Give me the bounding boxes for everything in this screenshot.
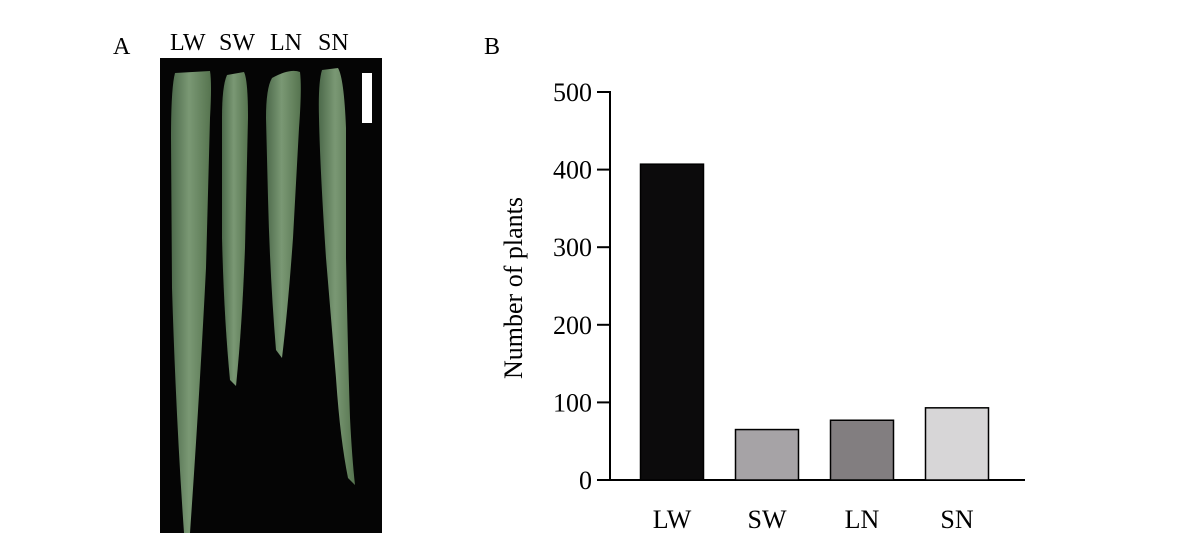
leaf-label-sw: SW [219,30,255,56]
leaf-label-lw: LW [170,30,206,56]
scale-bar [362,73,372,123]
bar-sw [734,428,800,481]
y-ticks: 0 100 200 300 400 500 [553,78,610,495]
leaf-photo [160,58,382,533]
y-tick-label: 100 [553,388,592,417]
leaf-label-ln: LN [270,30,302,56]
y-tick-label: 200 [553,311,592,340]
panel-a-label: A [113,34,131,60]
leaf-sn [318,68,355,485]
x-tick-label-sw: SW [748,505,787,534]
bar-ln [829,419,895,481]
bar-sn [924,407,990,481]
bar-chart: 0 100 200 300 400 500 LW SW LN SN Number of plan… [499,78,1025,534]
leaf-sw [222,72,248,386]
y-tick-label: 0 [579,466,592,495]
category-labels: LW SW LN SN [653,505,974,534]
y-tick-label: 500 [553,78,592,107]
y-tick-label: 400 [553,156,592,185]
x-tick-label-lw: LW [653,505,692,534]
x-tick-label-ln: LN [845,505,880,534]
y-axis-title: Number of plants [499,197,528,379]
bar-lw [639,163,705,481]
panel-b-label: B [484,34,501,60]
x-tick-label-sn: SN [940,505,973,534]
y-tick-label: 300 [553,233,592,262]
leaf-ln [266,70,301,358]
leaf-lw [171,71,211,533]
leaf-photo-drawing [171,68,372,533]
bars [639,163,990,481]
leaf-label-sn: SN [318,30,349,56]
